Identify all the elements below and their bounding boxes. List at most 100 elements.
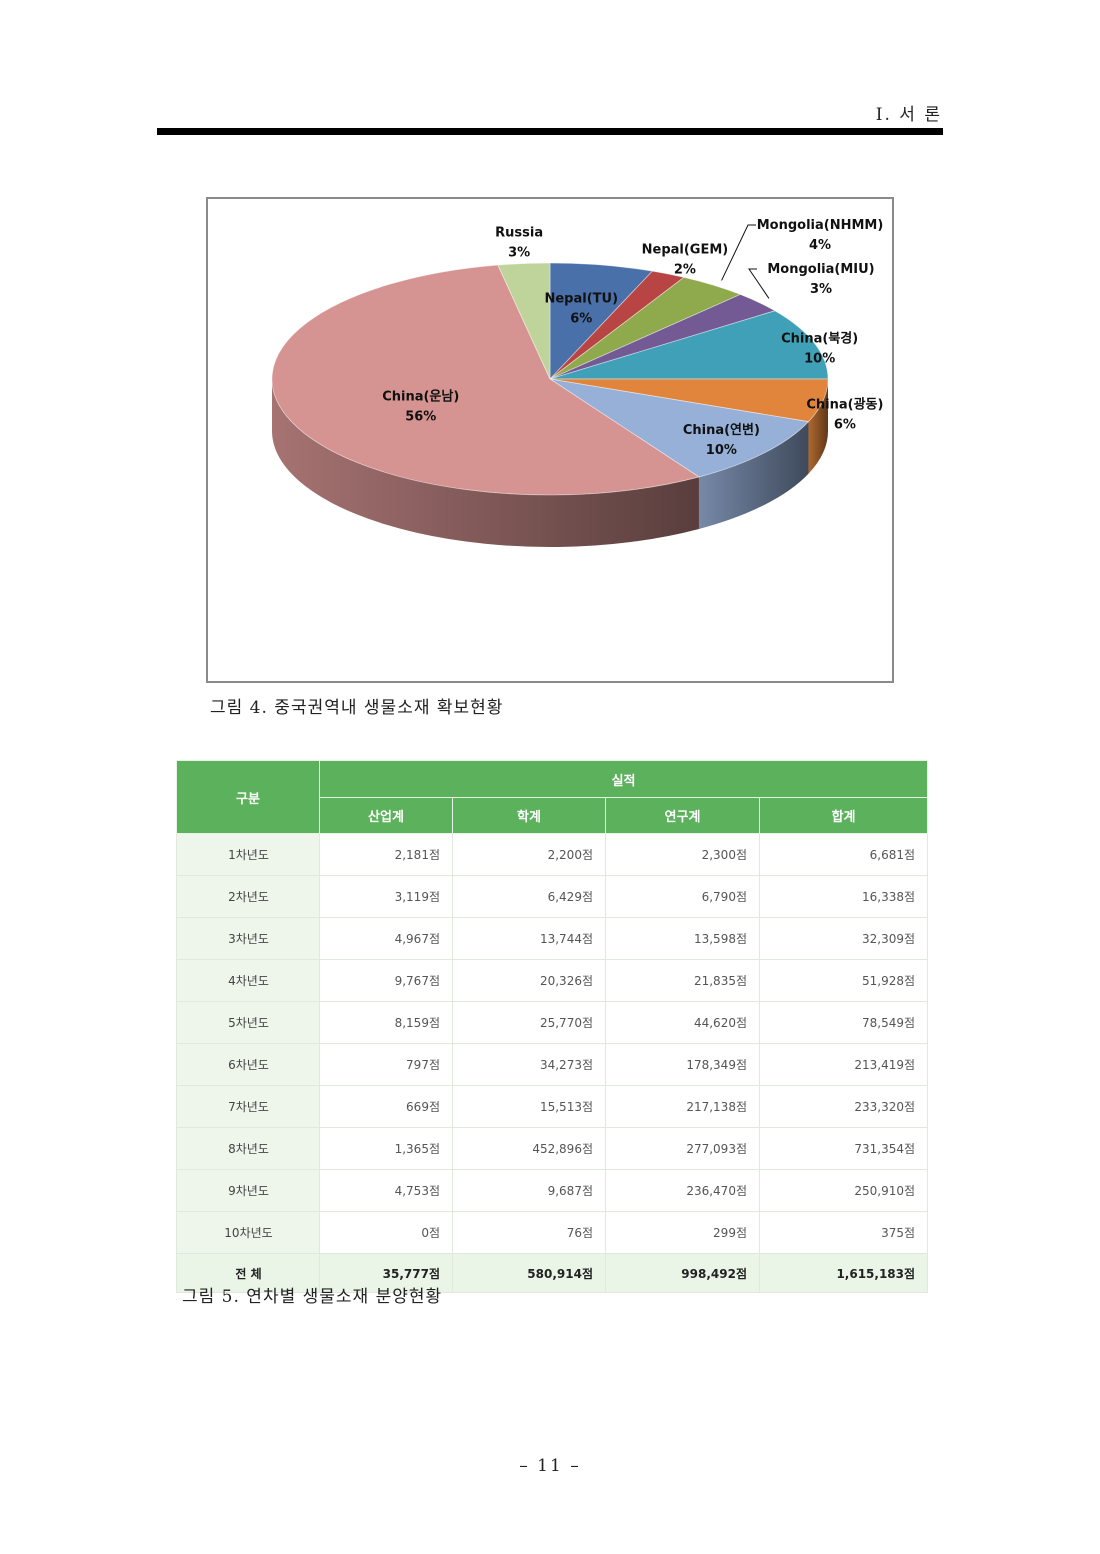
table-cell: 76점 — [452, 1211, 606, 1254]
slice-label: China(연변) — [683, 423, 760, 438]
table-cell: 277,093점 — [605, 1127, 760, 1170]
slice-value-label: 10% — [706, 443, 737, 458]
table-cell: 375점 — [758, 1211, 929, 1254]
slice-label: Nepal(TU) — [544, 292, 618, 307]
table-row: 2차년도 3,119점 6,429점 6,790점 16,338점 — [176, 875, 929, 918]
col-header-total: 합계 — [758, 797, 929, 834]
leader-line — [748, 268, 770, 299]
table-cell: 731,354점 — [758, 1127, 929, 1170]
page-number: – 11 – — [519, 1456, 581, 1476]
row-label: 5차년도 — [176, 1001, 320, 1044]
table-cell: 9,687점 — [452, 1169, 606, 1212]
table-cell: 16,338점 — [758, 875, 929, 918]
pie-side-5 — [808, 379, 828, 474]
table-cell: 669점 — [319, 1085, 453, 1128]
table-row: 5차년도 8,159점 25,770점 44,620점 78,549점 — [176, 1001, 929, 1044]
header-group: 구분 — [176, 760, 320, 834]
slice-label: Nepal(GEM) — [642, 242, 729, 257]
total-cell: 1,615,183점 — [758, 1253, 929, 1293]
table-cell: 250,910점 — [758, 1169, 929, 1212]
table-cell: 8,159점 — [319, 1001, 453, 1044]
slice-label: Mongolia(MIU) — [767, 262, 874, 277]
pie-slice-6 — [549, 378, 810, 478]
table-cell: 0점 — [319, 1211, 453, 1254]
row-label: 4차년도 — [176, 959, 320, 1002]
slice-value-label: 6% — [570, 312, 592, 327]
table-cell: 233,320점 — [758, 1085, 929, 1128]
table-row: 7차년도 669점 15,513점 217,138점 233,320점 — [176, 1085, 929, 1128]
total-label: 전 체 — [176, 1253, 320, 1293]
slice-value-label: 56% — [405, 409, 436, 424]
table-cell: 34,273점 — [452, 1043, 606, 1086]
table-row: 8차년도 1,365점 452,896점 277,093점 731,354점 — [176, 1127, 929, 1170]
table-cell: 236,470점 — [605, 1169, 760, 1212]
pie-slice-7 — [271, 264, 700, 496]
header-result: 실적 — [318, 760, 929, 798]
slice-value-label: 2% — [674, 262, 696, 277]
table-cell: 20,326점 — [452, 959, 606, 1002]
table-row: 4차년도 9,767점 20,326점 21,835점 51,928점 — [176, 959, 929, 1002]
row-label: 2차년도 — [176, 875, 320, 918]
slice-value-label: 4% — [809, 238, 831, 253]
table-row: 9차년도 4,753점 9,687점 236,470점 250,910점 — [176, 1169, 929, 1212]
table-cell: 299점 — [605, 1211, 760, 1254]
slice-value-label: 10% — [804, 351, 835, 366]
distribution-table: 구분 실적 산업계 학계 연구계 합계 1차년도 2,181점 2,200점 2,30… — [176, 760, 929, 1293]
slice-value-label: 6% — [834, 417, 856, 432]
table-cell: 51,928점 — [758, 959, 929, 1002]
table-cell: 2,200점 — [452, 833, 606, 876]
slice-value-label: 3% — [508, 246, 530, 261]
table-row: 10차년도 0점 76점 299점 375점 — [176, 1211, 929, 1254]
table-cell: 6,429점 — [452, 875, 606, 918]
table-cell: 32,309점 — [758, 917, 929, 960]
slice-label: China(북경) — [781, 330, 858, 346]
table-cell: 4,967점 — [319, 917, 453, 960]
table-row: 6차년도 797점 34,273점 178,349점 213,419점 — [176, 1043, 929, 1086]
page-header-section: I. 서 론 — [875, 105, 942, 125]
table-cell: 6,790점 — [605, 875, 760, 918]
table-cell: 213,419점 — [758, 1043, 929, 1086]
total-row: 전 체 35,777점 580,914점 998,492점 1,615,183점 — [176, 1253, 929, 1293]
header-rule — [157, 128, 943, 135]
pie-chart: Nepal(TU) 6% Nepal(GEM) 2% Mongolia(NHMM) 4% M… — [271, 218, 884, 547]
total-cell: 35,777점 — [319, 1253, 453, 1293]
total-cell: 580,914점 — [452, 1253, 606, 1293]
col-header-research: 연구계 — [605, 797, 760, 834]
row-label: 10차년도 — [176, 1211, 320, 1254]
row-label: 6차년도 — [176, 1043, 320, 1086]
table-row: 1차년도 2,181점 2,200점 2,300점 6,681점 — [176, 833, 929, 876]
pie-slice-8 — [497, 262, 551, 380]
slice-label: China(광동) — [806, 397, 883, 412]
row-label: 7차년도 — [176, 1085, 320, 1128]
table-cell: 21,835점 — [605, 959, 760, 1002]
row-label: 1차년도 — [176, 833, 320, 876]
figure5-caption: 그림 5. 연차별 생물소재 분양현황 — [182, 1287, 443, 1307]
table-cell: 9,767점 — [319, 959, 453, 1002]
table-cell: 25,770점 — [452, 1001, 606, 1044]
table-cell: 13,598점 — [605, 917, 760, 960]
pie-slice-4 — [549, 310, 829, 380]
figure4-caption: 그림 4. 중국권역내 생물소재 확보현황 — [210, 698, 504, 718]
table-cell: 452,896점 — [452, 1127, 606, 1170]
table-cell: 1,365점 — [319, 1127, 453, 1170]
table-cell: 178,349점 — [605, 1043, 760, 1086]
table-row: 3차년도 4,967점 13,744점 13,598점 32,309점 — [176, 917, 929, 960]
pie-side-7 — [272, 379, 699, 547]
slice-value-label: 3% — [810, 282, 832, 297]
slice-label: Mongolia(NHMM) — [757, 218, 884, 233]
total-cell: 998,492점 — [605, 1253, 760, 1293]
table-cell: 797점 — [319, 1043, 453, 1086]
table-cell: 6,681점 — [758, 833, 929, 876]
leader-line — [721, 224, 756, 281]
table-cell: 2,300점 — [605, 833, 760, 876]
table-cell: 4,753점 — [319, 1169, 453, 1212]
table-cell: 3,119점 — [319, 875, 453, 918]
row-label: 3차년도 — [176, 917, 320, 960]
pie-chart-frame: Nepal(TU) 6% Nepal(GEM) 2% Mongolia(NHMM) 4% M… — [206, 197, 894, 683]
table-cell: 217,138점 — [605, 1085, 760, 1128]
slice-label: China(운남) — [382, 388, 459, 404]
pie-side-6 — [698, 421, 809, 529]
col-header-academia: 학계 — [452, 797, 606, 834]
col-header-industry: 산업계 — [319, 797, 453, 834]
table-cell: 2,181점 — [319, 833, 453, 876]
